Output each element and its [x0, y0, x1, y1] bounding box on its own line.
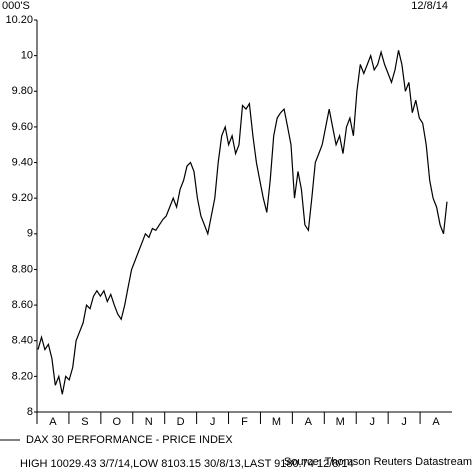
x-tick-label: J [369, 416, 375, 428]
legend-label: DAX 30 PERFORMANCE - PRICE INDEX [26, 434, 233, 446]
y-tick-label: 8.80 [12, 263, 33, 275]
price-line [37, 49, 448, 395]
x-tick-label: J [210, 416, 216, 428]
y-tick-label: 9.80 [12, 85, 33, 97]
date-label: 12/8/14 [411, 0, 448, 12]
x-tick-label: F [241, 416, 248, 428]
y-tick-label: 8.20 [12, 370, 33, 382]
y-tick-label: 8 [27, 406, 33, 418]
y-tick-label: 10.20 [5, 14, 33, 26]
x-tick-label: N [145, 416, 153, 428]
y-tick-label: 8.60 [12, 299, 33, 311]
y-tick-label: 9.20 [12, 192, 33, 204]
x-tick-label: A [432, 416, 440, 428]
y-tick-label: 9.40 [12, 156, 33, 168]
y-tick-label: 9 [27, 228, 33, 240]
y-tick-label: 9.60 [12, 121, 33, 133]
source: Source: Thomson Reuters Datastream [284, 456, 472, 468]
x-tick-label: A [305, 416, 313, 428]
x-tick-label: M [272, 416, 281, 428]
x-tick-label: D [177, 416, 185, 428]
x-tick-label: S [81, 416, 88, 428]
x-tick-label: M [336, 416, 345, 428]
x-tick-label: J [401, 416, 407, 428]
note: HIGH 10029.43 3/7/14,LOW 8103.15 30/8/13… [20, 458, 354, 470]
unit-label: 000'S [2, 0, 30, 12]
y-tick-label: 8.40 [12, 335, 33, 347]
y-tick-label: 10 [21, 50, 33, 62]
x-tick-label: O [113, 416, 122, 428]
x-tick-label: A [49, 416, 57, 428]
